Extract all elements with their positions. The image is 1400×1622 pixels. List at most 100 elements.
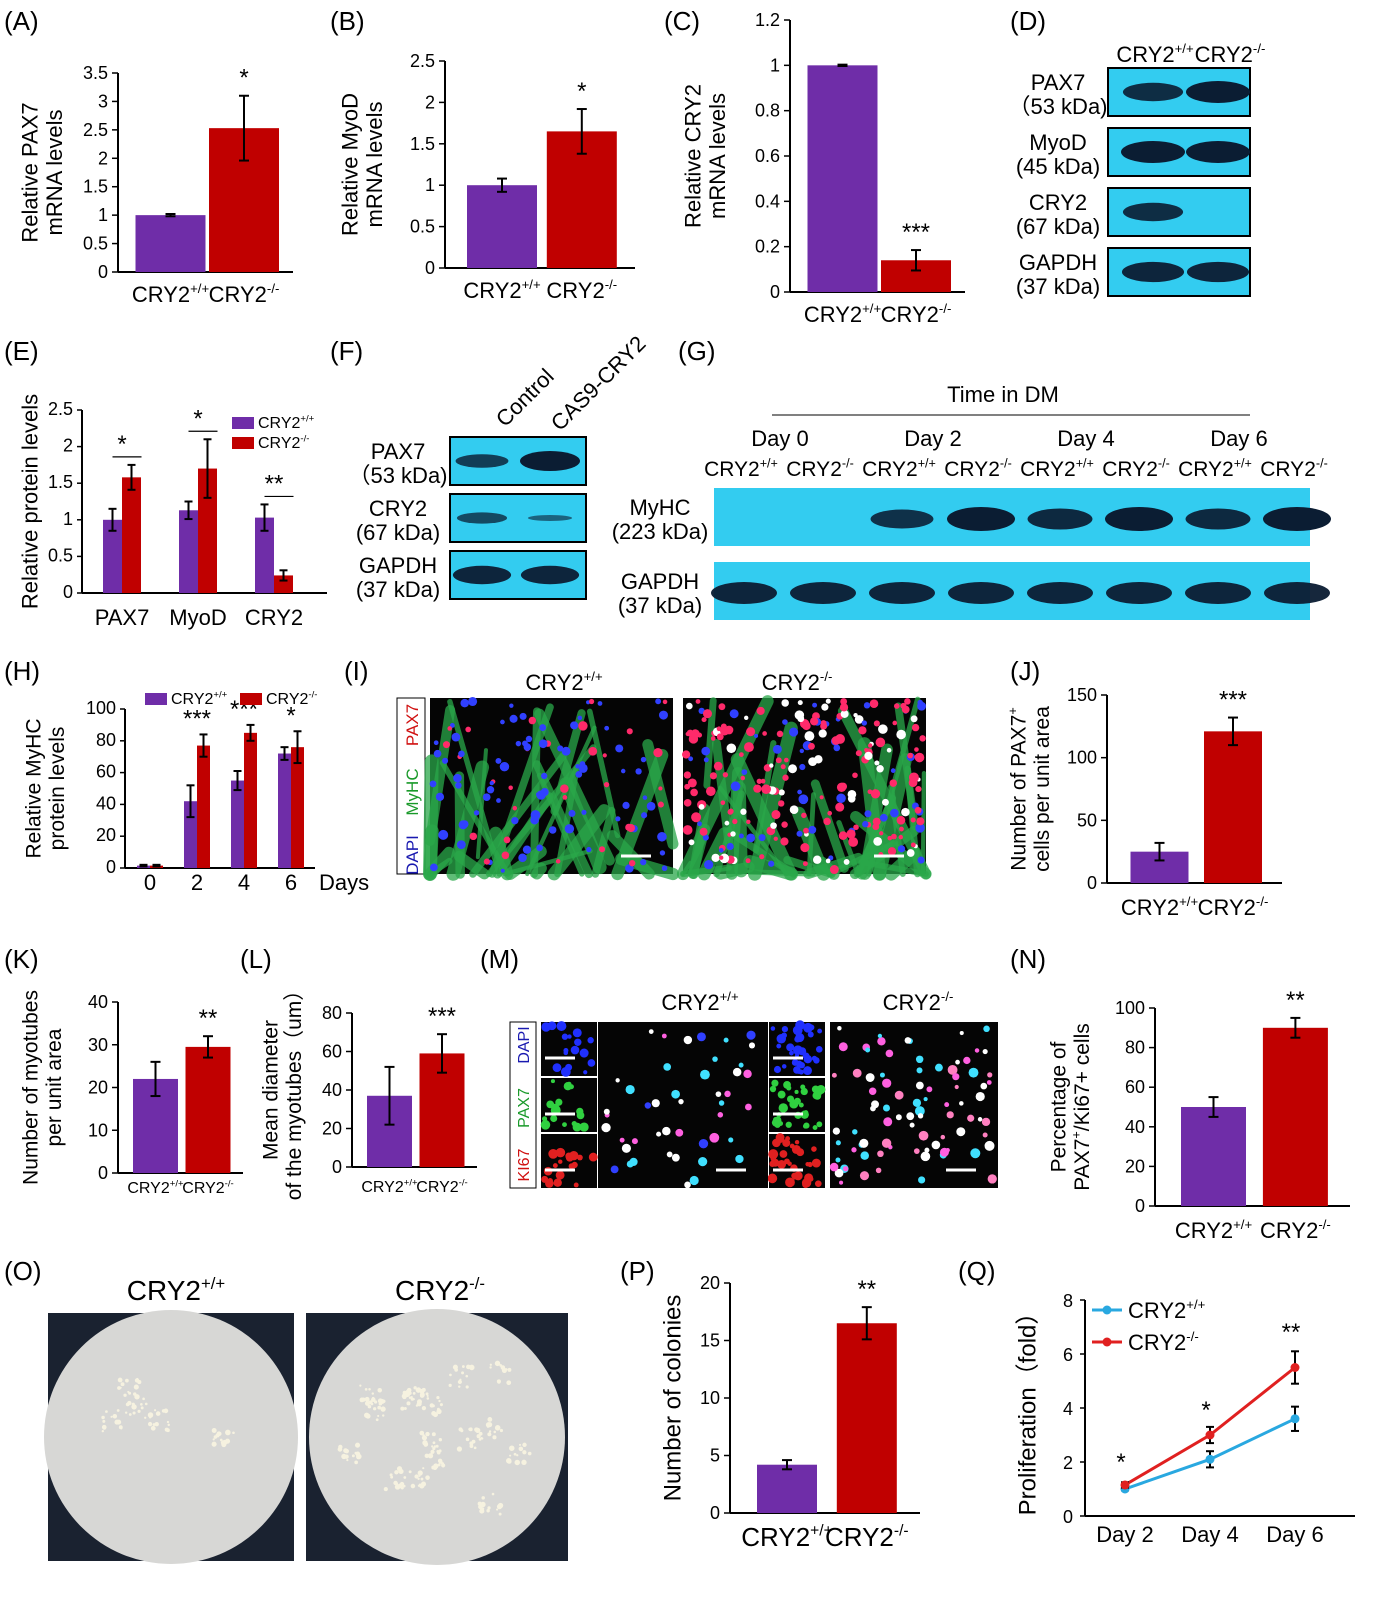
- panel-k: (K) 0 10 20 30 40 Number of myotubes per unit a…: [4, 944, 243, 1197]
- nucleus: [570, 721, 579, 730]
- lane-label: CRY2+/+: [704, 457, 778, 481]
- nucleus: [896, 815, 906, 825]
- nucleus: [540, 788, 549, 797]
- nucleus: [619, 1137, 625, 1143]
- colony-cell: [489, 1433, 492, 1436]
- nucleus: [540, 1120, 551, 1130]
- colony-cell: [432, 1465, 438, 1471]
- nucleus: [555, 1170, 565, 1180]
- nucleus: [657, 831, 667, 842]
- panel-label: (D): [1010, 6, 1046, 36]
- significance-mark: **: [265, 470, 284, 497]
- panel-p: (P) 0 5 10 15 20 Number of colonies CRY2+/+ ** CR…: [620, 1256, 920, 1552]
- y-tick-label: 80: [1125, 1038, 1145, 1058]
- panel-label: (A): [4, 6, 39, 36]
- nucleus: [562, 795, 568, 800]
- blot-band: [1185, 508, 1251, 530]
- x-category-label: 4: [238, 870, 250, 895]
- y-tick-label: 100: [86, 698, 116, 718]
- nucleus: [572, 1028, 582, 1038]
- blot-band: [1185, 582, 1251, 604]
- nucleus: [859, 1171, 870, 1181]
- nucleus: [820, 720, 827, 727]
- colony-cell: [496, 1508, 499, 1511]
- y-axis-label-line: per unit area: [43, 1028, 66, 1146]
- y-tick-label: 20: [1125, 1156, 1145, 1176]
- nucleus: [597, 701, 603, 706]
- colony-cell: [403, 1407, 407, 1411]
- colony-cell: [426, 1394, 429, 1397]
- nucleus: [906, 849, 915, 857]
- nucleus: [710, 736, 716, 741]
- nucleus: [567, 1034, 572, 1039]
- significance-mark: *: [1116, 1449, 1125, 1476]
- nucleus: [802, 721, 811, 731]
- significance-mark: **: [1286, 987, 1305, 1014]
- nucleus: [835, 1140, 841, 1146]
- nucleus: [575, 1040, 581, 1046]
- nucleus: [770, 1026, 776, 1031]
- nucleus: [598, 846, 606, 853]
- y-tick-label: 3.5: [83, 63, 108, 83]
- y-tick-label: 80: [322, 1003, 342, 1023]
- nucleus: [775, 757, 782, 764]
- colony-cell: [390, 1475, 394, 1479]
- myotube-fiber: [857, 737, 887, 881]
- nucleus: [787, 1161, 792, 1166]
- colony-cell: [430, 1449, 435, 1454]
- stain-label: PAX7: [403, 704, 422, 746]
- nucleus: [687, 778, 697, 788]
- nucleus: [550, 1115, 558, 1123]
- nucleus: [812, 855, 822, 864]
- x-category-label: CRY2-/-: [1260, 1217, 1331, 1243]
- nucleus: [852, 772, 858, 779]
- nucleus: [817, 1028, 823, 1034]
- nucleus: [869, 699, 879, 709]
- nucleus: [864, 751, 873, 760]
- y-tick-label: 2: [98, 148, 108, 168]
- bar-ko: [274, 575, 293, 593]
- nucleus: [849, 837, 854, 843]
- colony-cell: [507, 1367, 512, 1372]
- nucleus: [984, 1140, 995, 1151]
- colony-cell: [468, 1427, 472, 1431]
- y-axis-label-line: cells per unit area: [1031, 706, 1054, 872]
- protein-name: MyHC: [629, 495, 690, 520]
- nucleus: [556, 1021, 567, 1031]
- protein-name: GAPDH: [1019, 250, 1097, 275]
- y-axis-label-line: Relative PAX7: [17, 102, 42, 242]
- y-tick-label: 0: [63, 582, 73, 602]
- nucleus: [798, 794, 809, 805]
- colony-cell: [402, 1395, 407, 1400]
- panel-c: (C) 0 0.2 0.4 0.6 0.8 1 1.2 Relative CRY2 mRNA le…: [664, 6, 965, 327]
- colony-cell: [431, 1445, 434, 1448]
- nucleus: [794, 1053, 800, 1058]
- colony-cell: [425, 1431, 430, 1437]
- nucleus: [658, 786, 663, 791]
- nucleus: [561, 1033, 569, 1040]
- colony-cell: [417, 1477, 420, 1480]
- nucleus: [635, 768, 642, 775]
- x-category-label: Day 2: [1096, 1522, 1153, 1547]
- nucleus: [843, 1166, 849, 1172]
- colony-cell: [396, 1466, 403, 1472]
- colony-cell: [364, 1400, 371, 1406]
- nucleus: [629, 1157, 638, 1166]
- culture-plate: [309, 1309, 565, 1565]
- nucleus: [753, 784, 762, 793]
- stain-legend-box: [509, 1021, 537, 1189]
- nucleus: [503, 836, 511, 844]
- legend-swatch: [145, 693, 167, 705]
- colony-cell: [425, 1475, 430, 1480]
- y-tick-label: 1.2: [755, 10, 780, 30]
- nucleus: [735, 1154, 744, 1164]
- colony-cell: [473, 1446, 477, 1450]
- nucleus: [552, 1063, 562, 1073]
- nucleus: [541, 1175, 549, 1183]
- myotube-fiber: [748, 721, 798, 881]
- nucleus: [947, 1064, 958, 1075]
- nucleus: [904, 698, 911, 705]
- colony-cell: [499, 1428, 503, 1433]
- colony-cell: [469, 1441, 474, 1446]
